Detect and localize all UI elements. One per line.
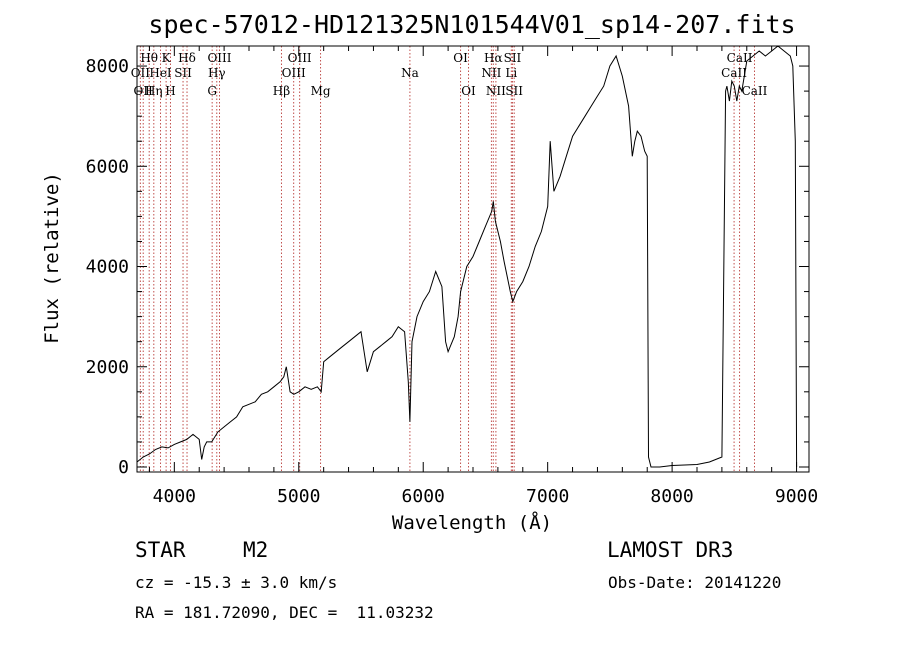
object-subclass: M2 — [243, 538, 269, 562]
obs-date: Obs-Date: 20141220 — [608, 573, 782, 592]
y-tick-label-0: 0 — [118, 457, 129, 478]
line-label-23: SII — [504, 51, 522, 65]
y-axis: 0 2000 4000 6000 8000 — [86, 56, 809, 478]
line-label-9: G — [207, 84, 217, 98]
line-label-21: NII — [486, 84, 506, 98]
y-tick-label-4: 8000 — [86, 56, 129, 77]
x-tick-label-1: 5000 — [277, 486, 320, 507]
line-label-7: SII — [174, 66, 192, 80]
spectrum-line — [136, 45, 798, 468]
x-tick-label-2: 6000 — [402, 486, 445, 507]
line-label-6: H — [165, 84, 175, 98]
line-label-16: Na — [401, 66, 419, 80]
line-label-0: OII — [131, 66, 151, 80]
line-label-15: Mg — [311, 84, 331, 98]
line-label-27: CaII — [742, 84, 768, 98]
x-axis: 4000 5000 6000 7000 8000 9000 — [148, 46, 818, 507]
line-label-10: Hγ — [208, 66, 226, 80]
line-label-25: CaII — [721, 66, 747, 80]
line-label-20: Hα — [484, 51, 503, 65]
coordinates: RA = 181.72090, DEC = 11.03232 — [135, 603, 434, 622]
line-label-4: HeI — [149, 66, 172, 80]
object-class: STAR — [135, 538, 186, 562]
line-label-8: Hδ — [178, 51, 196, 65]
x-tick-label-4: 8000 — [650, 486, 693, 507]
y-tick-label-3: 6000 — [86, 156, 129, 177]
line-labels: OIIOIIHθHηHeIKHSIIHδGHγOIIIHβOIIIOIIIMgN… — [131, 51, 768, 98]
line-label-17: OI — [453, 51, 468, 65]
redshift-text: cz = -15.3 ± 3.0 km/s — [135, 573, 338, 592]
line-label-14: OIII — [288, 51, 312, 65]
spectrum-chart: spec-57012-HD121325N101544V01_sp14-207.f… — [41, 10, 818, 534]
y-tick-label-2: 4000 — [86, 257, 129, 278]
line-label-3: Hη — [145, 84, 163, 98]
plot-frame — [136, 45, 810, 473]
x-tick-label-5: 9000 — [775, 486, 818, 507]
line-markers — [139, 46, 755, 472]
x-tick-label-0: 4000 — [153, 486, 196, 507]
line-label-18: OI — [461, 84, 476, 98]
chart-title: spec-57012-HD121325N101544V01_sp14-207.f… — [148, 10, 795, 39]
line-label-5: K — [162, 51, 172, 65]
line-label-24: SII — [505, 84, 523, 98]
x-tick-label-3: 7000 — [526, 486, 569, 507]
line-label-12: Hβ — [273, 84, 290, 98]
line-label-19: NII — [481, 66, 501, 80]
survey-name: LAMOST DR3 — [607, 538, 734, 562]
x-axis-label: Wavelength (Å) — [392, 511, 552, 534]
line-label-26: CaII — [727, 51, 753, 65]
line-label-2: Hθ — [140, 51, 158, 65]
y-axis-label: Flux (relative) — [41, 172, 63, 344]
line-label-11: OIII — [207, 51, 231, 65]
line-label-22: Li — [505, 66, 517, 80]
line-label-13: OIII — [282, 66, 306, 80]
y-tick-label-1: 2000 — [86, 357, 129, 378]
line-label-1: OII — [134, 84, 154, 98]
